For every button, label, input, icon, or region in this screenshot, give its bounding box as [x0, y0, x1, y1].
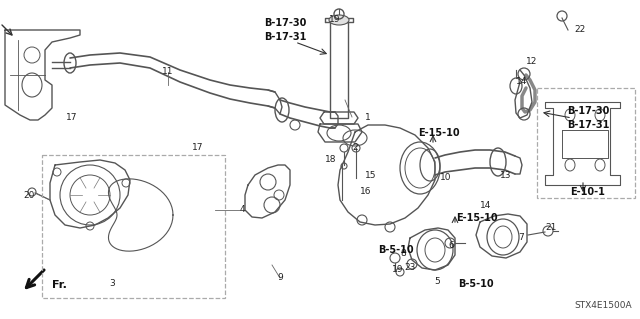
Text: 9: 9: [277, 273, 283, 283]
Text: 15: 15: [365, 170, 376, 180]
Text: 8: 8: [400, 249, 406, 257]
Text: B-5-10: B-5-10: [458, 279, 494, 289]
Text: 16: 16: [360, 188, 371, 197]
Text: 13: 13: [500, 170, 511, 180]
Text: B-17-30
B-17-31: B-17-30 B-17-31: [567, 107, 609, 130]
Text: 17: 17: [192, 144, 204, 152]
Bar: [42, 155, 225, 298]
Text: 10: 10: [440, 174, 451, 182]
Text: 14: 14: [516, 78, 527, 86]
Text: E-15-10: E-15-10: [456, 213, 498, 223]
Bar: [537, 88, 635, 198]
Text: E-15-10: E-15-10: [418, 128, 460, 138]
Text: Fr.: Fr.: [52, 280, 67, 290]
Text: 18: 18: [324, 155, 336, 165]
Text: 6: 6: [448, 241, 454, 249]
Text: 22: 22: [574, 26, 585, 34]
Text: 19: 19: [329, 16, 340, 25]
Text: 14: 14: [480, 201, 492, 210]
Text: 1: 1: [365, 114, 371, 122]
Text: 20: 20: [24, 190, 35, 199]
Text: STX4E1500A: STX4E1500A: [574, 301, 632, 310]
Text: B-5-10: B-5-10: [378, 245, 414, 255]
Text: 3: 3: [109, 279, 115, 288]
Text: 2: 2: [352, 144, 358, 152]
Text: 23: 23: [404, 263, 416, 272]
Text: 5: 5: [434, 278, 440, 286]
Ellipse shape: [329, 15, 349, 25]
Text: 11: 11: [163, 68, 173, 77]
Text: 7: 7: [518, 233, 524, 241]
Text: 4: 4: [240, 205, 246, 214]
Text: 12: 12: [526, 57, 538, 66]
Text: 17: 17: [67, 114, 77, 122]
Text: B-17-30
B-17-31: B-17-30 B-17-31: [264, 19, 306, 41]
Text: 19: 19: [392, 265, 404, 275]
Text: E-10-1: E-10-1: [571, 187, 605, 197]
Text: 21: 21: [545, 224, 556, 233]
